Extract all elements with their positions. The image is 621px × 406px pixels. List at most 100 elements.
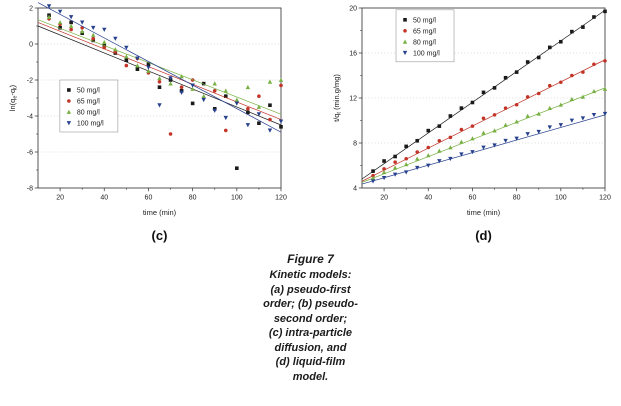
triangle-down-marker xyxy=(190,83,195,88)
triangle-down-marker xyxy=(179,90,184,95)
triangle-down-marker xyxy=(402,50,408,56)
triangle-up-marker xyxy=(437,148,442,153)
triangle-down-marker xyxy=(57,9,63,14)
circle-marker xyxy=(470,124,475,128)
figure-caption: Figure 7 Kinetic models: (a) pseudo-firs… xyxy=(0,252,621,384)
series-50-mg-l xyxy=(361,9,607,180)
triangle-down-marker xyxy=(201,97,206,103)
triangle-up-marker xyxy=(168,81,173,86)
triangle-down-marker xyxy=(403,170,409,175)
square-marker xyxy=(135,67,140,71)
circle-marker xyxy=(481,116,486,121)
square-marker xyxy=(437,124,442,128)
triangle-down-marker xyxy=(580,116,586,121)
legend-label: 50 mg/l xyxy=(77,88,100,95)
y-tick-label: 12 xyxy=(349,96,357,103)
square-marker xyxy=(581,25,585,29)
triangle-down-marker xyxy=(591,112,597,118)
circle-marker xyxy=(547,83,552,88)
triangle-down-marker xyxy=(46,4,52,9)
square-marker xyxy=(91,38,96,43)
square-marker xyxy=(426,128,431,133)
circle-marker xyxy=(69,27,73,32)
square-marker xyxy=(547,45,552,50)
circle-marker xyxy=(157,80,162,84)
fit-line xyxy=(37,2,282,133)
triangle-up-marker xyxy=(459,139,464,144)
square-marker xyxy=(603,9,607,14)
x-tick-label: 20 xyxy=(56,195,64,202)
square-marker xyxy=(190,101,195,106)
triangle-up-marker xyxy=(392,165,398,170)
circle-marker xyxy=(536,91,541,96)
triangle-up-marker xyxy=(426,153,431,158)
x-tick-label: 80 xyxy=(513,195,521,202)
circle-marker xyxy=(212,89,217,93)
triangle-up-marker xyxy=(492,128,497,133)
square-marker xyxy=(481,90,486,95)
triangle-up-marker xyxy=(525,113,530,118)
triangle-up-marker xyxy=(514,119,519,124)
x-axis-label: time (min) xyxy=(143,208,177,217)
triangle-up-marker xyxy=(403,162,409,167)
legend-label: 65 mg/l xyxy=(77,99,100,106)
triangle-up-marker xyxy=(113,47,118,52)
series-100-mg-l xyxy=(37,2,284,133)
triangle-down-marker xyxy=(470,150,475,155)
circle-marker xyxy=(67,99,71,103)
x-tick-label: 80 xyxy=(189,195,197,202)
triangle-down-marker xyxy=(547,125,552,130)
triangle-up-marker xyxy=(223,88,228,93)
triangle-up-marker xyxy=(179,74,184,79)
square-marker xyxy=(67,88,71,92)
circle-marker xyxy=(603,59,607,63)
square-marker xyxy=(492,86,497,90)
gridlines xyxy=(38,43,281,153)
circle-marker xyxy=(581,70,585,74)
x-tick-label: 120 xyxy=(275,195,287,202)
square-marker xyxy=(536,55,541,60)
data-series xyxy=(37,2,284,170)
circle-marker xyxy=(268,117,272,122)
triangle-up-marker xyxy=(201,93,206,99)
series-80-mg-l xyxy=(361,86,608,183)
triangle-down-marker xyxy=(245,123,251,128)
triangle-up-marker xyxy=(470,136,475,141)
triangle-down-marker xyxy=(602,111,608,117)
square-marker xyxy=(146,62,151,66)
triangle-down-marker xyxy=(113,36,118,41)
square-marker xyxy=(279,125,283,129)
triangle-down-marker xyxy=(381,175,387,181)
triangle-up-marker xyxy=(146,68,151,73)
square-marker xyxy=(382,159,386,163)
triangle-up-marker xyxy=(66,109,72,114)
triangle-up-marker xyxy=(580,94,586,99)
triangle-down-marker xyxy=(525,132,530,137)
triangle-up-marker xyxy=(547,105,552,111)
triangle-up-marker xyxy=(68,23,74,28)
circle-marker xyxy=(168,132,173,136)
y-tick-label: 8 xyxy=(353,141,357,148)
y-tick-label: 2 xyxy=(29,6,33,13)
triangle-down-marker xyxy=(503,138,508,144)
chart-c-panel: 20 40 60 80 100 120 2 0 -2 -4 -6 -8 time (min) ln(qe-… xyxy=(6,2,290,225)
circle-marker xyxy=(403,29,407,33)
triangle-up-marker xyxy=(536,111,541,116)
x-tick-label: 40 xyxy=(424,195,432,202)
circle-marker xyxy=(124,63,129,68)
square-marker xyxy=(470,100,475,105)
triangle-down-marker xyxy=(66,121,72,126)
triangle-down-marker xyxy=(514,136,519,141)
triangle-up-marker xyxy=(212,81,217,86)
circle-marker xyxy=(437,138,442,143)
fit-line xyxy=(37,19,282,115)
square-marker xyxy=(448,114,453,118)
triangle-up-marker xyxy=(91,32,96,37)
triangle-down-marker xyxy=(234,101,240,106)
y-axis-label: t/qt (min.g/mg) xyxy=(332,74,343,122)
panel-label-c: (c) xyxy=(151,228,168,243)
circle-marker xyxy=(404,156,408,161)
square-marker xyxy=(570,29,574,34)
